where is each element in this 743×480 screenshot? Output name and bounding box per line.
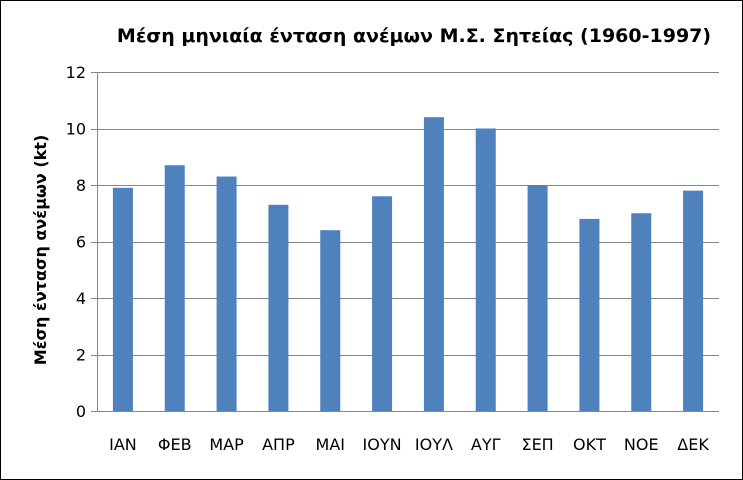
x-tick-label-8: ΑΥΓ bbox=[471, 435, 501, 454]
x-tick-label-6: ΙΟΥΝ bbox=[363, 435, 402, 454]
axes bbox=[91, 72, 719, 412]
x-tick-label-12: ΔΕΚ bbox=[677, 435, 709, 454]
x-tick-label-9: ΣΕΠ bbox=[521, 435, 553, 454]
bar-3 bbox=[216, 176, 237, 411]
x-tick-label-11: ΝΟΕ bbox=[624, 435, 659, 454]
bar-2 bbox=[164, 165, 185, 411]
tick-labels: 0 2 4 6 8 10 12 ΙΑΝ ΦΕΒ ΜΑΡ ΑΠΡ ΜΑΙ ΙΟΥΝ ΙΟΥΛ ΑΥΓ ΣΕΠ ΟΚ… bbox=[66, 63, 710, 454]
y-tick-label-2: 2 bbox=[76, 346, 86, 365]
bar-11 bbox=[631, 213, 652, 411]
x-tick-label-3: ΜΑΡ bbox=[209, 435, 244, 454]
y-tick-label-10: 10 bbox=[66, 120, 86, 139]
y-axis-label: Μέση ένταση ανέμων (kt) bbox=[31, 135, 50, 366]
y-tick-label-0: 0 bbox=[76, 402, 86, 421]
bar-10 bbox=[579, 218, 600, 411]
bar-9 bbox=[527, 185, 548, 411]
bar-8 bbox=[475, 128, 496, 411]
bar-1 bbox=[112, 187, 133, 411]
x-tick-label-4: ΑΠΡ bbox=[262, 435, 295, 454]
x-tick-label-5: ΜΑΙ bbox=[316, 435, 345, 454]
bar-6 bbox=[372, 196, 393, 411]
y-tick-label-8: 8 bbox=[76, 176, 86, 195]
y-tick-label-12: 12 bbox=[66, 63, 86, 82]
y-tick-label-6: 6 bbox=[76, 233, 86, 252]
bars bbox=[112, 117, 704, 411]
x-tick-label-10: ΟΚΤ bbox=[573, 435, 606, 454]
x-tick-label-7: ΙΟΥΛ bbox=[415, 435, 453, 454]
gridlines bbox=[97, 72, 719, 356]
bar-12 bbox=[683, 190, 704, 411]
chart-title: Μέση μηνιαία ένταση ανέμων Μ.Σ. Σητείας … bbox=[117, 25, 711, 47]
bar-7 bbox=[423, 117, 444, 411]
x-tick-label-2: ΦΕΒ bbox=[158, 435, 192, 454]
y-tick-label-4: 4 bbox=[76, 289, 86, 308]
bar-4 bbox=[268, 204, 289, 411]
x-tick-label-1: ΙΑΝ bbox=[109, 435, 137, 454]
bar-5 bbox=[320, 230, 341, 411]
